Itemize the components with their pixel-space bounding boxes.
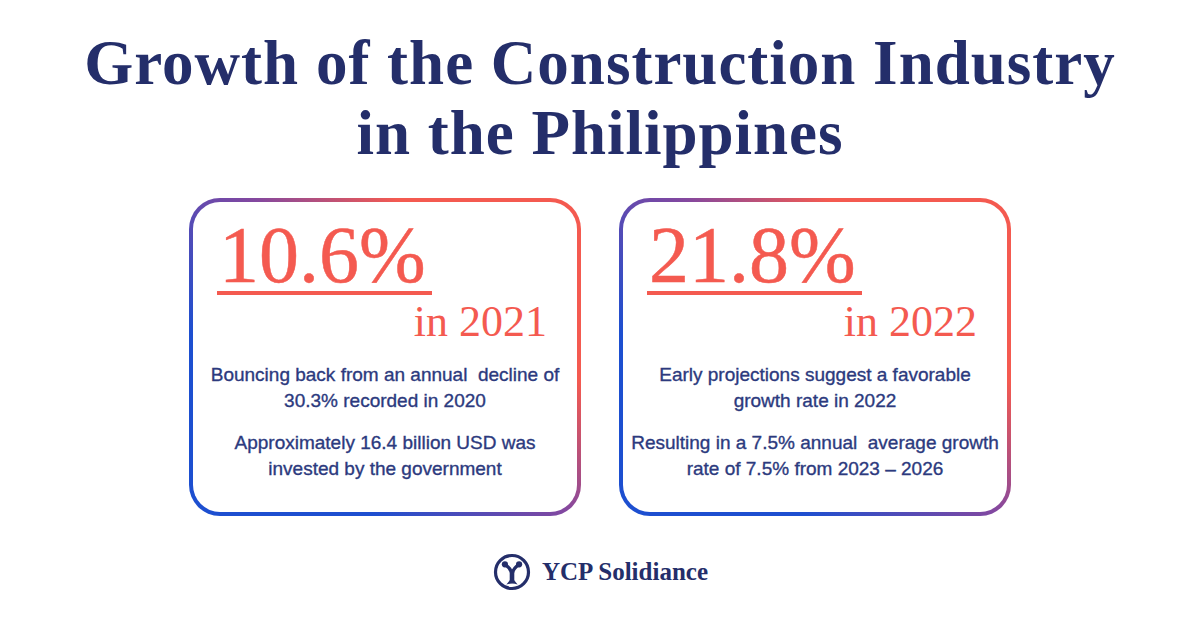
card-2022-paragraph-1: Early projections suggest a favorable gr… — [623, 362, 1007, 414]
stat-card-2022-inner: 21.8% in 2022 Early projections suggest … — [623, 202, 1007, 512]
title-line-2: in the Philippines — [356, 98, 843, 168]
brand-name: YCP Solidiance — [542, 558, 708, 586]
stat-card-2021: 10.6% in 2021 Bouncing back from an annu… — [189, 198, 581, 516]
infographic-page: Growth of the Construction Industryin th… — [0, 0, 1200, 627]
growth-year-2022: in 2022 — [623, 300, 977, 344]
growth-percent-2021: 10.6% — [217, 219, 432, 295]
growth-percent-2022: 21.8% — [647, 219, 862, 295]
brand-footer: YCP Solidiance — [0, 552, 1200, 592]
page-title: Growth of the Construction Industryin th… — [0, 0, 1200, 168]
title-line-1: Growth of the Construction Industry — [84, 28, 1115, 98]
card-2021-paragraph-2: Approximately 16.4 billion USD was inves… — [193, 430, 577, 482]
growth-year-2021: in 2021 — [193, 300, 547, 344]
card-2021-paragraph-1: Bouncing back from an annual decline of … — [193, 362, 577, 414]
stat-cards-row: 10.6% in 2021 Bouncing back from an annu… — [0, 198, 1200, 516]
growth-percent-2022-wrap: 21.8% — [647, 219, 1007, 295]
ycp-logo-icon — [492, 552, 532, 592]
card-2022-paragraph-2: Resulting in a 7.5% annual average growt… — [623, 430, 1007, 482]
stat-card-2022: 21.8% in 2022 Early projections suggest … — [619, 198, 1011, 516]
growth-percent-2021-wrap: 10.6% — [217, 219, 577, 295]
stat-card-2021-inner: 10.6% in 2021 Bouncing back from an annu… — [193, 202, 577, 512]
